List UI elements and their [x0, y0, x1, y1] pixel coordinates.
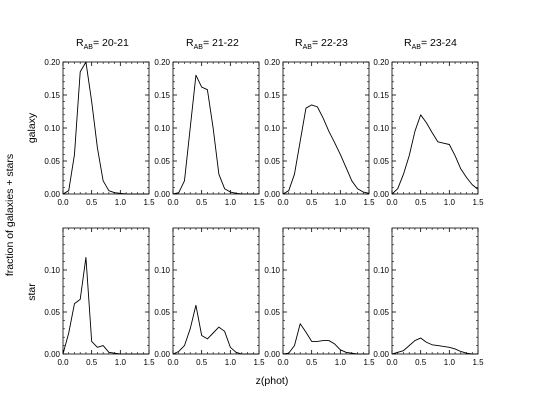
panel-star-2-x-tick-label: 0.0: [167, 358, 179, 367]
panel-galaxy-2-series-line: [172, 74, 259, 195]
panel-star-1-y-tick-label: 0.00: [44, 350, 60, 359]
panel-star-2-x-tick-label: 1.5: [253, 358, 265, 367]
panel-star-3-x-tick-label: 1.0: [335, 358, 347, 367]
panel-star-3-y-tick-label: 0.10: [264, 266, 280, 275]
panel-galaxy-4-y-tick-label: 0.15: [373, 91, 389, 100]
panel-galaxy-1-x-tick-label: 0.0: [57, 198, 69, 207]
panel-galaxy-3-x-tick-label: 0.5: [306, 198, 318, 207]
panel-star-4-y-tick-label: 0.05: [373, 308, 389, 317]
panel-galaxy-3-x-tick-label: 1.0: [335, 198, 347, 207]
panel-galaxy-3-frame: [282, 61, 370, 195]
panel-galaxy-4-frame: [391, 61, 479, 195]
panel-star-1-y-tick-label: 0.05: [44, 308, 60, 317]
panel-galaxy-2-y-tick-label: 0.15: [154, 91, 170, 100]
panel-galaxy-2-y-tick-label: 0.20: [154, 58, 170, 67]
panel-star-3-y-tick-label: 0.05: [264, 308, 280, 317]
panel-galaxy-2-y-tick-label: 0.00: [154, 190, 170, 199]
panel-star-2-y-tick-label: 0.10: [154, 266, 170, 275]
panel-galaxy-1-y-tick-label: 0.10: [44, 124, 60, 133]
panel-star-4-y-tick-label: 0.00: [373, 350, 389, 359]
panel-galaxy-2-x-tick-label: 0.5: [196, 198, 208, 207]
panel-galaxy-4-x-tick-label: 1.0: [444, 198, 456, 207]
panel-galaxy-1-x-tick-label: 1.5: [143, 198, 155, 207]
panel-star-4-x-tick-label: 0.0: [386, 358, 398, 367]
panel-star-2-x-tick-label: 0.5: [196, 358, 208, 367]
panel-galaxy-2-frame: [172, 61, 260, 195]
panel-galaxy-4-x-tick-label: 0.0: [386, 198, 398, 207]
panel-galaxy-1-y-tick-label: 0.20: [44, 58, 60, 67]
column-title-1: RAB= 20-21: [76, 37, 129, 51]
panel-star-3-x-tick-label: 0.0: [277, 358, 289, 367]
panel-star-2-series-line: [172, 304, 259, 355]
panel-galaxy-3-y-tick-label: 0.15: [264, 91, 280, 100]
panel-galaxy-2-y-tick-label: 0.10: [154, 124, 170, 133]
panel-galaxy-1-y-tick-label: 0.00: [44, 190, 60, 199]
panels-group: 0.0 0.5 1.0 1.50.000.050.100.150.200.0 0.5 1.…: [44, 58, 484, 367]
panel-star-3-series-line: [282, 323, 369, 355]
panel-star-4-y-tick-label: 0.10: [373, 266, 389, 275]
panel-galaxy-4-x-tick-label: 1.5: [472, 198, 484, 207]
panel-star-1-x-tick-label: 1.0: [115, 358, 127, 367]
panel-galaxy-2-y-tick-label: 0.05: [154, 157, 170, 166]
panel-galaxy-1-y-tick-label: 0.05: [44, 157, 60, 166]
panel-galaxy-2-x-tick-label: 1.5: [253, 198, 265, 207]
panel-star-2-x-tick-label: 1.0: [225, 358, 237, 367]
panel-galaxy-1-y-tick-label: 0.15: [44, 91, 60, 100]
panel-star-1-x-tick-label: 1.5: [143, 358, 155, 367]
panel-star-1-y-tick-label: 0.10: [44, 266, 60, 275]
panel-star-1-frame: [62, 227, 150, 355]
panel-galaxy-4-y-tick-label: 0.20: [373, 58, 389, 67]
panel-star-4-x-tick-label: 1.5: [472, 358, 484, 367]
panel-galaxy-3-y-tick-label: 0.00: [264, 190, 280, 199]
panel-star-2-frame: [172, 227, 260, 355]
panel-star-4-frame: [391, 227, 479, 355]
panel-galaxy-1-x-tick-label: 0.5: [86, 198, 98, 207]
panel-star-1-x-tick-label: 0.5: [86, 358, 98, 367]
column-title-4: RAB= 23-24: [404, 37, 457, 51]
panel-galaxy-3-y-tick-label: 0.10: [264, 124, 280, 133]
panel-star-1-series-line: [62, 256, 149, 355]
column-title-3: RAB= 22-23: [295, 37, 348, 51]
panel-star-3-x-tick-label: 1.5: [363, 358, 375, 367]
panel-star-3-x-tick-label: 0.5: [306, 358, 318, 367]
panel-galaxy-4-x-tick-label: 0.5: [415, 198, 427, 207]
panel-galaxy-4-y-tick-label: 0.00: [373, 190, 389, 199]
panel-galaxy-3-x-tick-label: 0.0: [277, 198, 289, 207]
x-axis-label: z(phot): [256, 375, 289, 387]
panel-star-2-y-tick-label: 0.00: [154, 350, 170, 359]
panel-star-4-x-tick-label: 1.0: [444, 358, 456, 367]
panel-galaxy-1-x-tick-label: 1.0: [115, 198, 127, 207]
panel-star-3-frame: [282, 227, 370, 355]
row-label-galaxy: galaxy: [26, 112, 38, 143]
column-title-2: RAB= 21-22: [186, 37, 239, 51]
outer-y-axis-label: fraction of galaxies + stars: [4, 154, 16, 276]
panel-star-4-series-line: [391, 337, 478, 355]
panel-galaxy-2-x-tick-label: 1.0: [225, 198, 237, 207]
panel-galaxy-3-x-tick-label: 1.5: [363, 198, 375, 207]
panel-star-1-x-tick-label: 0.0: [57, 358, 69, 367]
panel-galaxy-4-y-tick-label: 0.10: [373, 124, 389, 133]
panel-galaxy-3-y-tick-label: 0.05: [264, 157, 280, 166]
row-label-star: star: [26, 283, 38, 301]
panel-star-3-y-tick-label: 0.00: [264, 350, 280, 359]
panel-galaxy-3-series-line: [282, 104, 370, 195]
panel-star-4-x-tick-label: 0.5: [415, 358, 427, 367]
panel-galaxy-4-y-tick-label: 0.05: [373, 157, 389, 166]
panel-galaxy-1-series-line: [62, 61, 149, 195]
panel-galaxy-4-series-line: [391, 114, 479, 195]
panel-galaxy-3-y-tick-label: 0.20: [264, 58, 280, 67]
panel-star-2-y-tick-label: 0.05: [154, 308, 170, 317]
panel-galaxy-2-x-tick-label: 0.0: [167, 198, 179, 207]
